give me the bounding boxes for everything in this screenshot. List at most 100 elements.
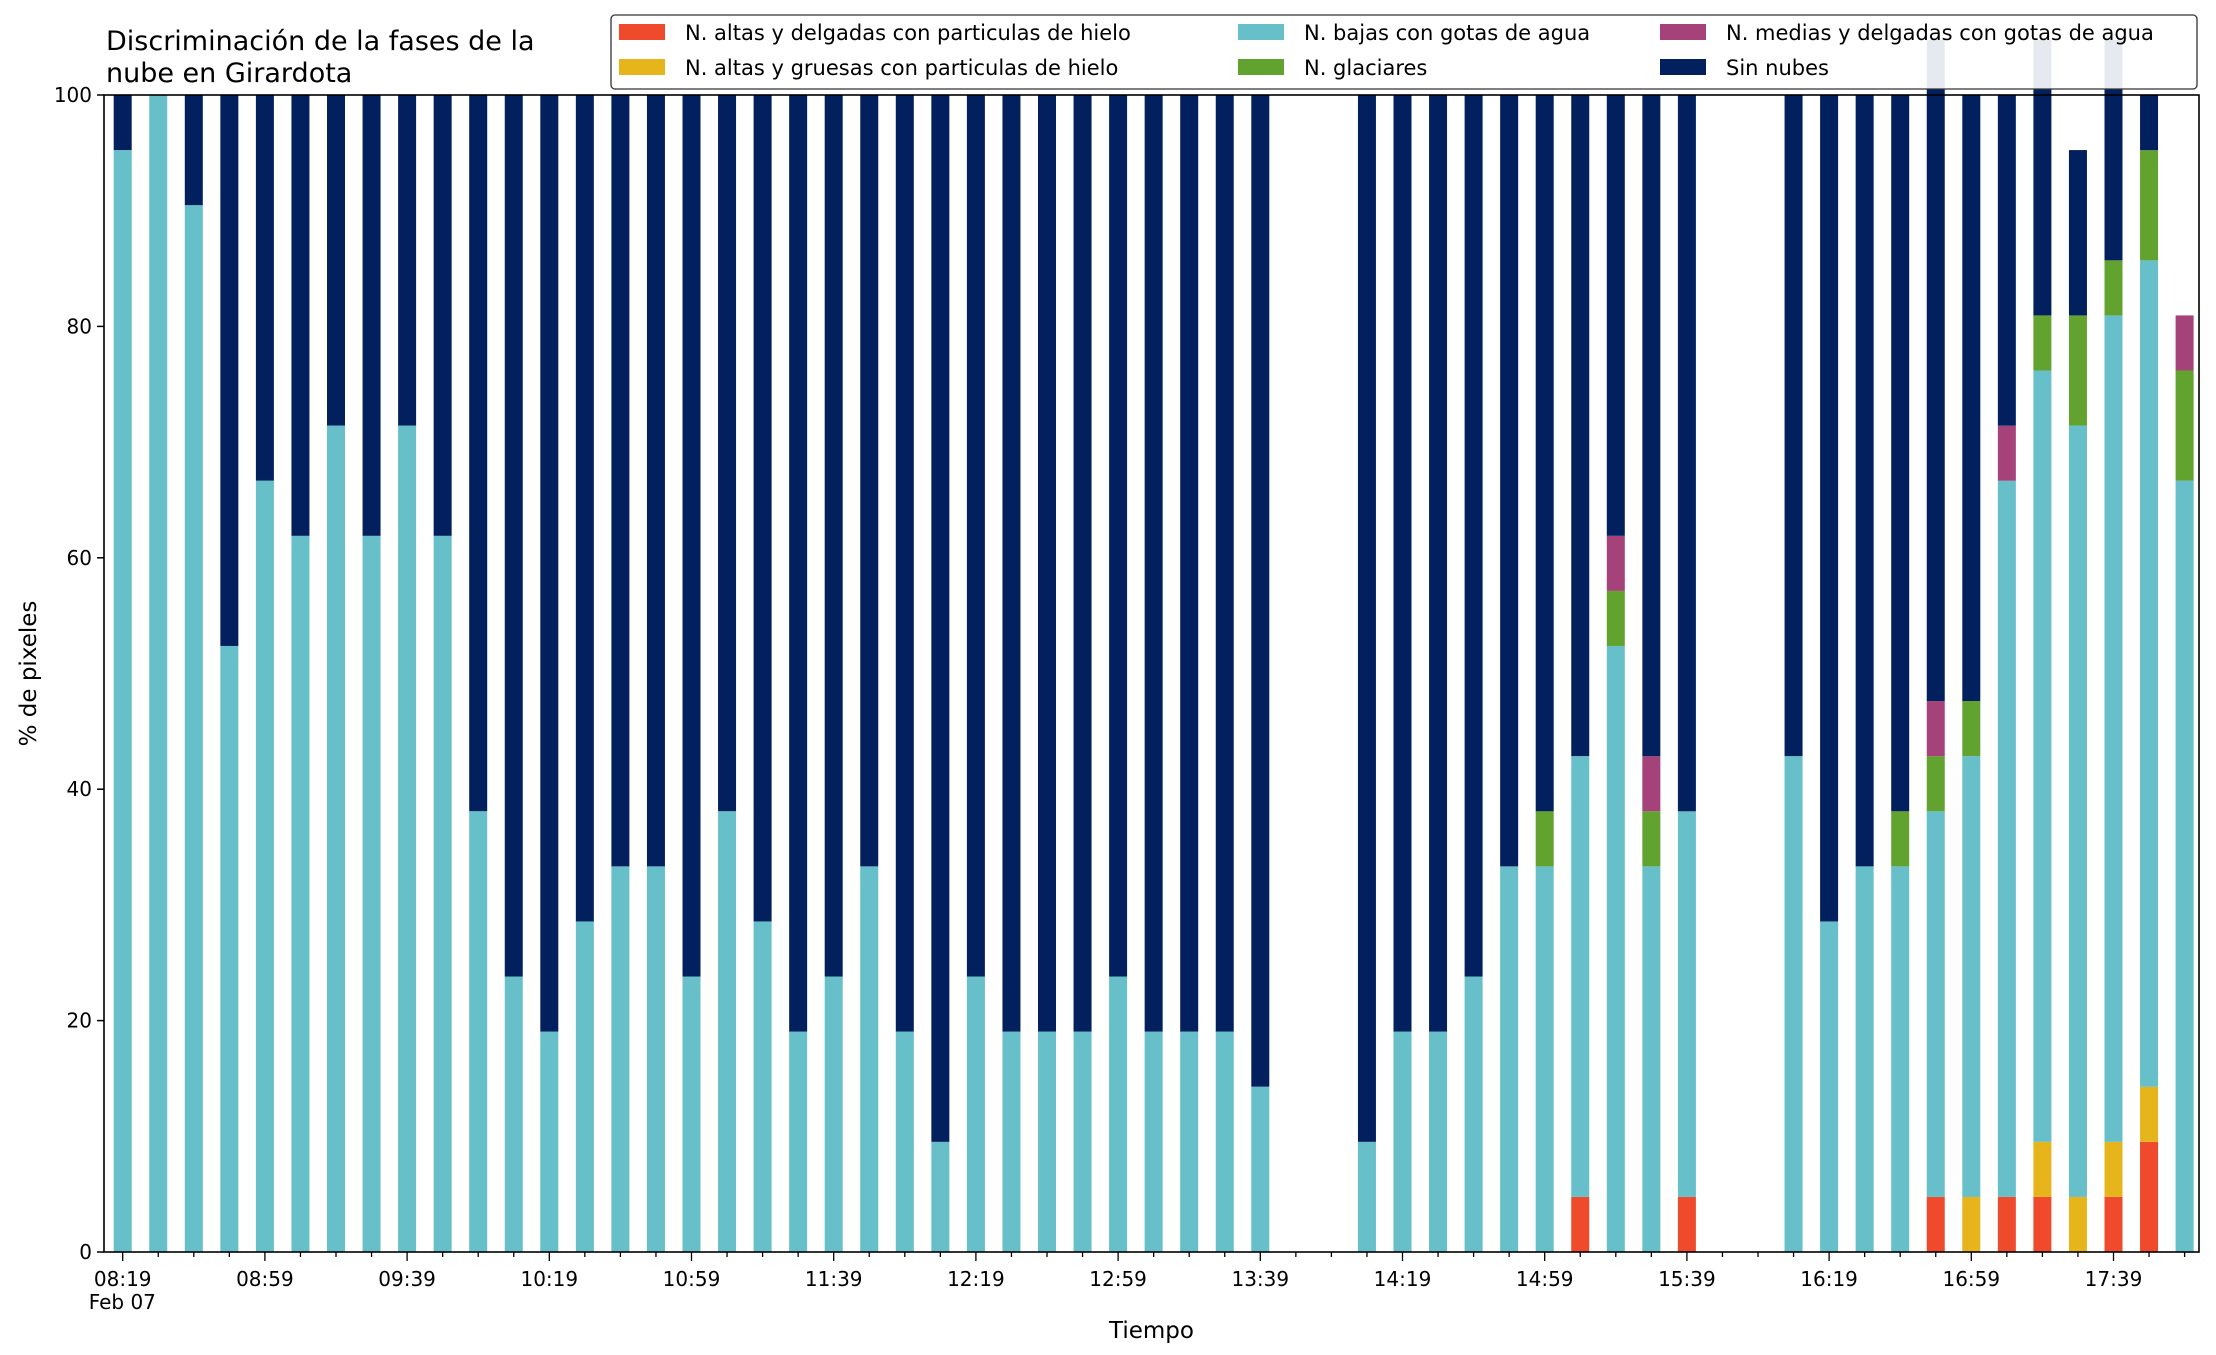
bar-segment-17-s2 (718, 811, 737, 1252)
bar-segment-20-s2 (824, 976, 843, 1252)
bar-segment-27-s5 (1073, 95, 1092, 1032)
bar-segment-1-s2 (149, 95, 168, 1252)
bar-segment-13-s2 (575, 921, 594, 1252)
bar-segment-57-s3 (2140, 150, 2159, 261)
bar-segment-28-s5 (1109, 95, 1128, 977)
bar-segment-8-s5 (398, 95, 417, 426)
bar-segment-41-s5 (1571, 95, 1590, 757)
x-axis-label: Tiempo (1108, 1318, 1194, 1344)
bar-segment-42-s4 (1606, 535, 1625, 591)
bar-segment-47-s2 (1784, 756, 1803, 1252)
bar-segment-38-s5 (1464, 95, 1483, 977)
bar-segment-43-s4 (1642, 756, 1661, 812)
bar-segment-20-s5 (824, 95, 843, 977)
bar-segment-16-s2 (682, 976, 701, 1252)
bar-segment-9-s5 (433, 95, 452, 536)
x-tick-label: 09:39 (378, 1267, 436, 1291)
bar-segment-49-s5 (1855, 95, 1874, 867)
axes-layer: 0 20 40 60 80 100 08:19 08:59 09:39 10:19 10:59 11:… (54, 83, 2200, 1314)
bar-segment-22-s2 (895, 1031, 914, 1252)
bar-segment-58-s3 (2175, 370, 2194, 481)
bar-segment-18-s2 (753, 921, 772, 1252)
bar-segment-21-s5 (860, 95, 879, 867)
x-tick-label: 08:59 (236, 1267, 294, 1291)
bar-segment-16-s5 (682, 95, 701, 977)
x-tick-label: 12:59 (1089, 1267, 1147, 1291)
legend-box (610, 14, 2198, 90)
bar-segment-32-s2 (1251, 1086, 1270, 1252)
bar-segment-12-s2 (540, 1031, 559, 1252)
bar-segment-37-s5 (1429, 95, 1448, 1032)
bar-segment-32-s5 (1251, 95, 1270, 1087)
bar-segment-37-s2 (1429, 1031, 1448, 1252)
bar-segment-11-s5 (504, 95, 523, 977)
bar-segment-9-s2 (433, 535, 452, 1252)
bar-segment-39-s5 (1500, 95, 1519, 867)
x-tick-label: 15:39 (1658, 1267, 1716, 1291)
x-tick-label: 13:39 (1231, 1267, 1289, 1291)
bar-segment-56-s1 (2104, 1141, 2123, 1197)
bar-segment-44-s5 (1677, 95, 1696, 812)
bar-segment-18-s5 (753, 95, 772, 922)
bar-segment-53-s4 (1997, 425, 2016, 481)
x-tick-label: 08:19 (94, 1267, 152, 1291)
bar-segment-22-s5 (895, 95, 914, 1032)
bar-segment-23-s5 (931, 95, 950, 1142)
bar-segment-27-s2 (1073, 1031, 1092, 1252)
bar-segment-50-s5 (1891, 95, 1910, 812)
bar-segment-30-s5 (1180, 95, 1199, 1032)
bar-segment-51-s3 (1926, 756, 1945, 812)
bar-segment-35-s5 (1357, 95, 1376, 1142)
bar-segment-42-s3 (1606, 590, 1625, 646)
bar-segment-14-s2 (611, 866, 630, 1252)
x-tick-label: 14:59 (1516, 1267, 1574, 1291)
bar-segment-54-s3 (2033, 315, 2052, 371)
bar-segment-2-s5 (184, 95, 203, 206)
bar-segment-29-s2 (1144, 1031, 1163, 1252)
bar-segment-56-s0 (2104, 1196, 2123, 1252)
bar-segment-56-s2 (2104, 315, 2123, 1142)
legend-label: N. medias y delgadas con gotas de agua (1726, 21, 2154, 45)
bar-segment-29-s5 (1144, 95, 1163, 1032)
bar-segment-51-s0 (1926, 1196, 1945, 1252)
bar-segment-39-s2 (1500, 866, 1519, 1252)
x-tick-label: 10:19 (520, 1267, 578, 1291)
bar-segment-51-s5 (1926, 40, 1945, 702)
x-tick-label: 16:59 (1942, 1267, 2000, 1291)
bar-segment-31-s2 (1215, 1031, 1234, 1252)
chart-title-line-1: Discriminación de la fases de la (106, 26, 535, 57)
bar-segment-38-s2 (1464, 976, 1483, 1252)
legend-label: Sin nubes (1726, 56, 1829, 80)
bar-segment-19-s2 (789, 1031, 808, 1252)
y-axis-label: % de pixeles (16, 601, 42, 747)
bar-segment-42-s5 (1606, 95, 1625, 536)
plot-frame (103, 94, 2200, 1253)
bar-segment-10-s5 (469, 95, 488, 812)
chart-title-line-2: nube en Girardota (106, 58, 352, 89)
bar-segment-7-s5 (362, 95, 381, 536)
bar-segment-52-s1 (1962, 1196, 1981, 1252)
y-tick-label: 20 (67, 1009, 92, 1033)
bar-segment-5-s2 (291, 535, 310, 1252)
bar-segment-56-s3 (2104, 260, 2123, 316)
bar-segment-13-s5 (575, 95, 594, 922)
bar-segment-8-s2 (398, 425, 417, 1252)
bar-segment-21-s2 (860, 866, 879, 1252)
bar-segment-3-s2 (220, 645, 239, 1252)
bar-segment-31-s5 (1215, 95, 1234, 1032)
legend-swatch (1660, 59, 1706, 75)
bar-segment-41-s0 (1571, 1196, 1590, 1252)
bar-segment-0-s5 (113, 95, 132, 151)
bar-segment-40-s2 (1535, 866, 1554, 1252)
bars-layer (113, 39, 2194, 1252)
bar-segment-35-s2 (1357, 1141, 1376, 1252)
bar-segment-51-s4 (1926, 701, 1945, 757)
bar-segment-15-s2 (646, 866, 665, 1252)
bar-segment-25-s2 (1002, 1031, 1021, 1252)
legend-label: N. bajas con gotas de agua (1304, 21, 1590, 45)
bar-segment-10-s2 (469, 811, 488, 1252)
bar-segment-44-s2 (1677, 811, 1696, 1197)
bar-segment-14-s5 (611, 95, 630, 867)
x-tick-label: 12:19 (947, 1267, 1005, 1291)
